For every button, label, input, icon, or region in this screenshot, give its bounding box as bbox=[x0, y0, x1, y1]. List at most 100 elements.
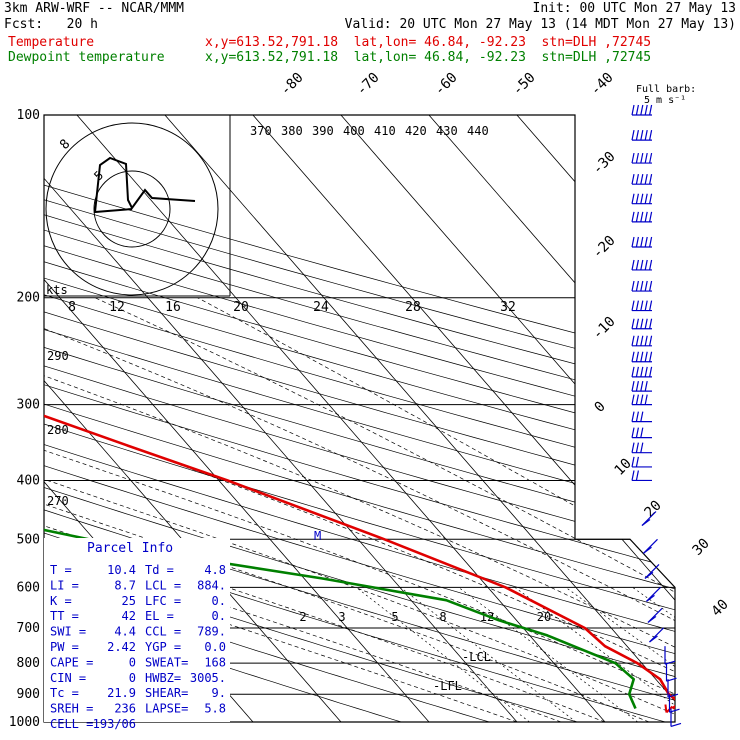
valid-time: Valid: 20 UTC Mon 27 May 13 (14 MDT Mon … bbox=[344, 17, 736, 32]
wind-barb-flag bbox=[631, 411, 635, 422]
dry-adiabat bbox=[44, 115, 675, 722]
wind-barb-flag bbox=[644, 335, 648, 346]
dry-adiabat bbox=[44, 115, 675, 722]
parcel-row-value-a: 4.4 bbox=[114, 625, 136, 639]
wind-barb-flag bbox=[631, 152, 635, 164]
parcel-row-value-b: 4.8 bbox=[204, 563, 226, 577]
moist-adiabat bbox=[94, 297, 675, 722]
wind-barb-flag bbox=[635, 442, 639, 453]
wind-barb bbox=[631, 394, 652, 406]
wind-barb-flag bbox=[647, 615, 657, 623]
parcel-row-value-a: 42 bbox=[122, 609, 136, 623]
hodograph-trace bbox=[93, 156, 196, 214]
wind-barb-flag bbox=[631, 211, 635, 223]
wind-barb bbox=[631, 300, 653, 312]
isotherm-label: -40 bbox=[588, 70, 617, 99]
wind-barb bbox=[631, 442, 652, 454]
wind-barb-flag bbox=[635, 411, 639, 422]
wind-barb bbox=[646, 586, 661, 602]
hodograph-units-label: kts bbox=[46, 283, 68, 297]
wind-barb-flag bbox=[644, 571, 654, 579]
mixing-ratio-label: 16 bbox=[165, 300, 181, 315]
pressure-tick-label: 400 bbox=[17, 473, 40, 488]
wind-barb-flag bbox=[640, 427, 644, 438]
parcel-row-value-b: 5.8 bbox=[204, 702, 226, 716]
isotherm-label: -10 bbox=[590, 314, 619, 343]
wind-barb-legend-line1: Full barb: bbox=[636, 84, 696, 95]
wind-barb bbox=[631, 174, 653, 185]
wind-barb-flag bbox=[640, 104, 644, 116]
wind-barb-flag bbox=[635, 470, 639, 481]
isotherm-line bbox=[44, 115, 518, 722]
parcel-row-value-a: 8.7 bbox=[114, 578, 136, 592]
wind-barb-flag bbox=[644, 380, 648, 392]
wind-barb-flag bbox=[646, 594, 655, 602]
wind-barb-flag bbox=[640, 152, 644, 164]
parcel-row-label-a: CELL = bbox=[50, 717, 93, 731]
wind-barb bbox=[631, 318, 653, 330]
parcel-row-value-b: 3005. bbox=[190, 671, 226, 685]
wind-barb-flag bbox=[631, 335, 635, 346]
dry-adiabat bbox=[44, 115, 675, 722]
wind-barb bbox=[631, 470, 652, 482]
mixing-ratio-label: 28 bbox=[405, 300, 421, 315]
isotherm-line bbox=[428, 115, 675, 722]
wind-barb-flag bbox=[640, 280, 644, 292]
wind-barb-flag bbox=[631, 300, 635, 311]
wind-barb-flag bbox=[670, 722, 682, 728]
isotherm-label: 0 bbox=[592, 399, 609, 416]
wind-barb-flag bbox=[649, 174, 653, 185]
dry-adiabat bbox=[44, 115, 675, 722]
parcel-row-value-a: 25 bbox=[122, 594, 136, 608]
wind-barb-flag bbox=[635, 335, 639, 346]
parcel-row-label-a: CAPE = bbox=[50, 655, 93, 669]
wind-barb-flag bbox=[649, 366, 653, 377]
isotherm-label: -80 bbox=[278, 70, 307, 99]
wind-barb-flag bbox=[635, 152, 639, 164]
isotherm-line bbox=[340, 115, 675, 722]
mixing-ratio-line bbox=[565, 587, 675, 722]
wind-barb-flag bbox=[631, 366, 635, 377]
wind-barb-flag bbox=[631, 193, 635, 204]
dry-adiabat bbox=[44, 115, 675, 722]
wind-barb-flag bbox=[640, 130, 644, 141]
wind-barb-flag bbox=[635, 300, 639, 311]
dry-adiabat bbox=[44, 115, 675, 722]
wind-barb-flag bbox=[644, 211, 648, 223]
pressure-tick-label: 800 bbox=[17, 656, 40, 671]
wind-barb-flag bbox=[635, 366, 639, 377]
parcel-row-label-a: SREH = bbox=[50, 702, 93, 716]
wind-barb bbox=[644, 563, 660, 579]
mixing-ratio-label: 8 bbox=[68, 300, 76, 315]
isotherm-line bbox=[252, 115, 675, 722]
parcel-row-value-a: 10.4 bbox=[107, 563, 136, 577]
isotherm-label: 10 bbox=[612, 456, 635, 479]
wind-barb-flag bbox=[631, 236, 635, 248]
parcel-row-value-b: 0. bbox=[212, 594, 226, 608]
isotherm-line bbox=[44, 115, 342, 722]
parcel-row-label-a: Tc = bbox=[50, 686, 79, 700]
wind-barb-flag bbox=[640, 380, 644, 392]
parcel-row-value-b: 789. bbox=[197, 625, 226, 639]
m-marker: M bbox=[314, 529, 321, 543]
wind-barb-flag bbox=[640, 394, 644, 405]
wind-barb-flag bbox=[649, 300, 653, 311]
wind-barb bbox=[631, 280, 653, 292]
wind-barb-flag bbox=[644, 280, 648, 292]
mixing-ratio-label: 32 bbox=[500, 300, 516, 315]
moist-adiabat bbox=[197, 297, 675, 722]
parcel-row-value-b: 0. bbox=[212, 609, 226, 623]
wind-barb bbox=[631, 366, 653, 378]
mixing-ratio-low-label: 20 bbox=[537, 610, 551, 624]
isotherm-label: -60 bbox=[432, 70, 461, 99]
mixing-ratio-line bbox=[400, 587, 577, 722]
dewpoint-trace bbox=[44, 115, 637, 710]
wind-barb bbox=[641, 511, 657, 526]
theta-left-label: 270 bbox=[47, 494, 69, 508]
theta-label: 430 bbox=[436, 124, 458, 138]
wind-barb-flag bbox=[640, 366, 644, 377]
pressure-tick-label: 200 bbox=[17, 291, 40, 306]
isotherm-line bbox=[76, 115, 606, 722]
wind-barb-flag bbox=[649, 130, 653, 141]
parcel-row-label-b: LCL = bbox=[145, 578, 181, 592]
